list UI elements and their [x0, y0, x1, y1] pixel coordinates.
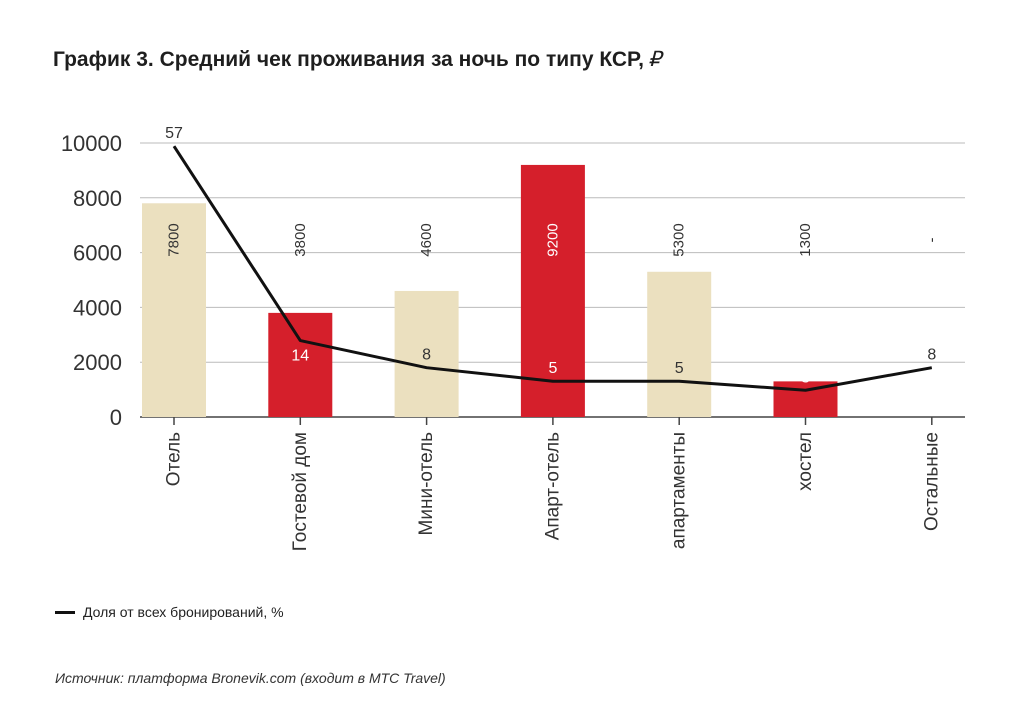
- y-tick-label: 4000: [73, 295, 122, 320]
- legend: Доля от всех бронирований, %: [55, 604, 284, 620]
- line-value-label: 57: [165, 125, 183, 142]
- bar-value-label: -: [923, 238, 940, 243]
- x-tick-label: Гостевой дом: [290, 432, 311, 551]
- bar-value-label: 1300: [797, 223, 814, 256]
- title-unit: ₽: [647, 48, 662, 71]
- x-tick-label: Отель: [164, 432, 185, 486]
- bar-value-label: 7800: [166, 223, 183, 256]
- x-tick-label: Остальные: [921, 432, 942, 531]
- y-tick-label: 8000: [73, 186, 122, 211]
- y-tick-label: 0: [110, 405, 122, 430]
- y-tick-label: 10000: [61, 131, 122, 156]
- bar: [520, 164, 585, 417]
- bar: [142, 203, 206, 417]
- line-value-label: 5: [548, 360, 557, 377]
- legend-label: Доля от всех бронирований, %: [83, 604, 284, 620]
- source-note: Источник: платформа Bronevik.com (входит…: [55, 670, 446, 686]
- bar: [394, 290, 459, 417]
- line-value-label: 8: [927, 347, 936, 364]
- bar: [647, 271, 712, 417]
- x-tick-label: Мини-отель: [416, 432, 437, 536]
- line-value-label: 3: [801, 369, 810, 386]
- bar-value-label: 5300: [671, 223, 688, 256]
- line-value-label: 5: [675, 360, 684, 377]
- bar-value-label: 4600: [418, 223, 435, 256]
- line-value-label: 8: [422, 347, 431, 364]
- title-text: График 3. Средний чек проживания за ночь…: [53, 48, 644, 71]
- x-tick-label: хостел: [795, 432, 816, 491]
- y-tick-label: 6000: [73, 241, 122, 266]
- x-tick-label: апартаменты: [669, 432, 690, 549]
- y-tick-label: 2000: [73, 350, 122, 375]
- bar-value-label: 3800: [292, 223, 309, 256]
- line-value-label: 14: [291, 348, 309, 365]
- x-tick-label: Апарт-отель: [542, 432, 563, 540]
- bar: [268, 312, 333, 417]
- bar-value-label: 9200: [544, 223, 561, 256]
- share-line: [172, 145, 933, 392]
- legend-line-swatch: [55, 610, 75, 614]
- chart-title: График 3. Средний чек проживания за ночь…: [53, 47, 661, 72]
